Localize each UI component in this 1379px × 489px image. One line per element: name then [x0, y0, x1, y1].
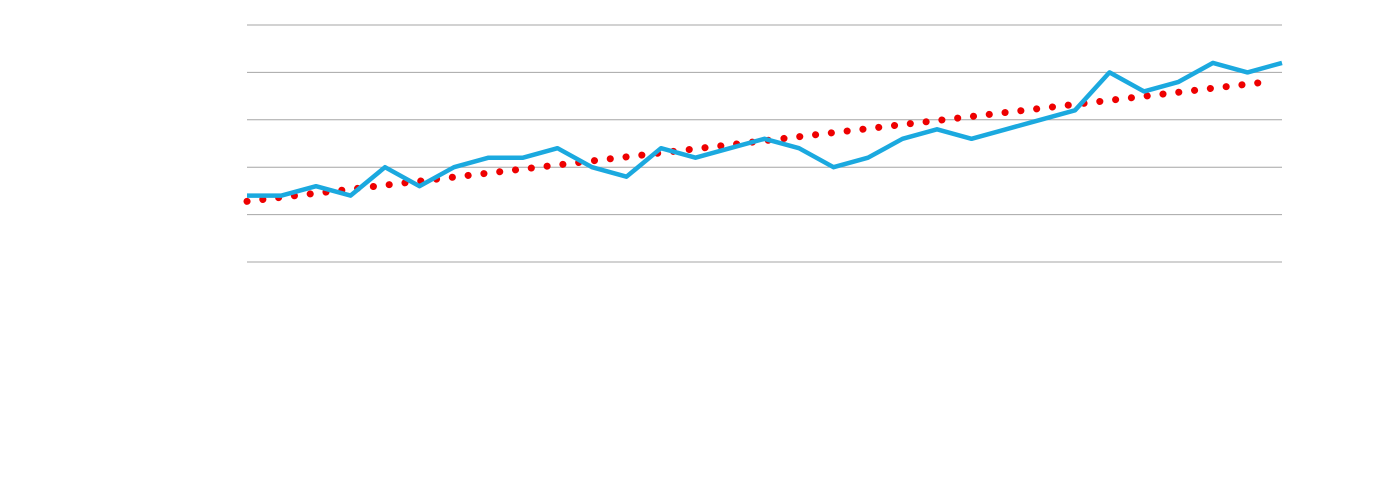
data-point-9 — [521, 156, 525, 160]
data-point-14 — [694, 156, 698, 160]
data-point-21 — [935, 127, 939, 131]
data-point-30 — [1246, 70, 1250, 74]
data-point-4 — [349, 194, 353, 198]
data-point-27 — [1142, 89, 1146, 93]
data-point-16 — [763, 137, 767, 141]
data-point-18 — [832, 165, 836, 169]
data-point-3 — [314, 184, 318, 188]
data-point-22 — [970, 137, 974, 141]
data-point-13 — [659, 146, 663, 150]
data-point-2 — [280, 194, 284, 198]
series-layer — [243, 60, 1284, 205]
data-point-7 — [452, 165, 456, 169]
data-point-28 — [1177, 80, 1181, 84]
data-point-1 — [245, 194, 249, 198]
data-point-23 — [1004, 127, 1008, 131]
series-line — [247, 60, 1283, 198]
data-point-8 — [487, 156, 491, 160]
gridlines — [247, 24, 1282, 263]
data-point-6 — [418, 184, 422, 188]
data-point-11 — [590, 165, 594, 169]
data-point-29 — [1211, 61, 1215, 65]
data-point-24 — [1039, 118, 1043, 122]
data-point-12 — [625, 175, 629, 179]
data-point-31 — [1280, 61, 1284, 65]
data-point-15 — [728, 146, 732, 150]
trendline-dotted — [243, 78, 1271, 205]
data-point-26 — [1108, 70, 1112, 74]
data-point-17 — [797, 146, 801, 150]
data-point-25 — [1073, 108, 1077, 112]
data-point-10 — [556, 146, 560, 150]
data-point-20 — [901, 137, 905, 141]
data-point-19 — [866, 156, 870, 160]
data-point-5 — [383, 165, 387, 169]
